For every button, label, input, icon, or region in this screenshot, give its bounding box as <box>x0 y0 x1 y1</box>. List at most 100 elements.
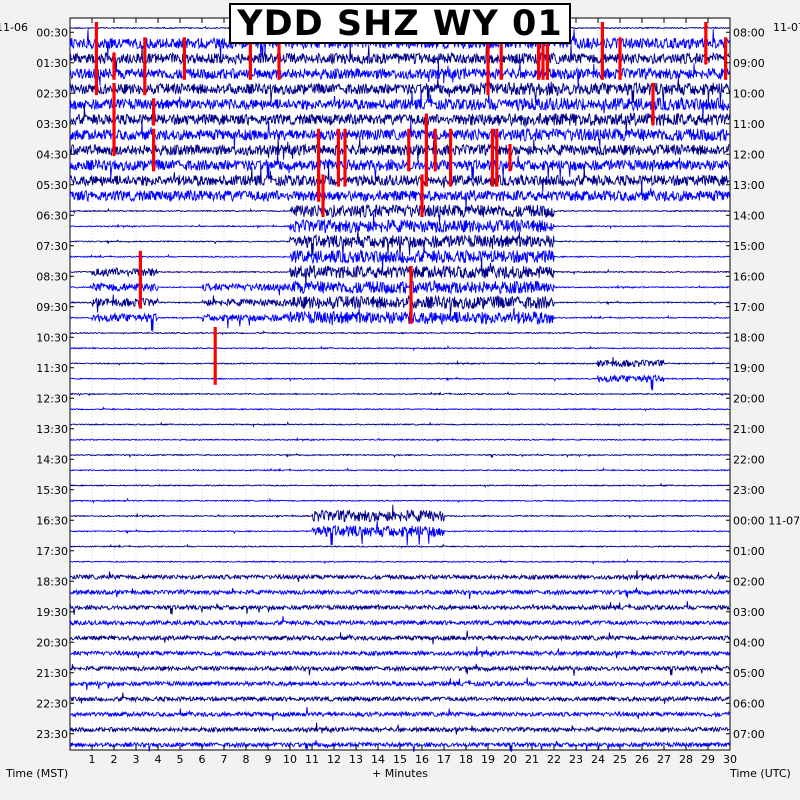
right-hour-label: 13:00 <box>733 179 765 192</box>
clipped-event <box>214 327 217 385</box>
x-tick-label: 2 <box>111 753 118 766</box>
left-hour-label: 19:30 <box>36 606 68 619</box>
right-hour-label: 17:00 <box>733 301 765 314</box>
x-axis-label: + Minutes <box>372 767 428 780</box>
left-hour-label: 14:30 <box>36 453 68 466</box>
clipped-event <box>486 37 489 95</box>
clipped-event <box>112 83 115 156</box>
right-hour-label: 03:00 <box>733 606 765 619</box>
x-tick-label: 28 <box>679 753 693 766</box>
x-tick-label: 4 <box>155 753 162 766</box>
left-hour-label: 05:30 <box>36 179 68 192</box>
clipped-event <box>449 129 452 187</box>
x-tick-label: 27 <box>657 753 671 766</box>
right-hour-label: 14:00 <box>733 209 765 222</box>
left-hour-label: 08:30 <box>36 270 68 283</box>
left-hour-label: 10:30 <box>36 331 68 344</box>
clipped-event <box>321 175 324 218</box>
left-hour-label: 17:30 <box>36 545 68 558</box>
left-hour-label: 18:30 <box>36 575 68 588</box>
right-hour-label: 10:00 <box>733 87 765 100</box>
clipped-event <box>183 37 186 80</box>
right-hour-label: 12:00 <box>733 148 765 161</box>
clipped-event <box>618 37 621 80</box>
right-hour-label: 21:00 <box>733 423 765 436</box>
right-hour-label: 22:00 <box>733 453 765 466</box>
x-tick-label: 18 <box>459 753 473 766</box>
right-axis-label: Time (UTC) <box>730 767 791 780</box>
left-hour-label: 01:30 <box>36 57 68 70</box>
helicorder-plot: 1 2 3 4 5 6 7 8 9 10 11 12 13 14 15 16 17 18 19 20 21 22 23 24 2… <box>0 0 800 800</box>
clipped-event <box>337 129 340 187</box>
left-hour-label: 00:30 <box>36 26 68 39</box>
right-hour-label: 06:00 <box>733 697 765 710</box>
clipped-event <box>420 175 423 218</box>
x-tick-label: 24 <box>591 753 605 766</box>
clipped-event <box>601 22 604 80</box>
left-hour-label: 02:30 <box>36 87 68 100</box>
right-hour-label: 16:00 <box>733 270 765 283</box>
right-hour-label: 02:00 <box>733 575 765 588</box>
clipped-event <box>152 98 155 125</box>
left-hour-label: 23:30 <box>36 728 68 741</box>
right-hour-label: 20:00 <box>733 392 765 405</box>
left-hour-label: 20:30 <box>36 636 68 649</box>
x-tick-label: 7 <box>221 753 228 766</box>
clipped-event <box>152 129 155 172</box>
right-hour-label: 23:00 <box>733 484 765 497</box>
x-tick-label: 8 <box>243 753 250 766</box>
left-hour-label: 13:30 <box>36 423 68 436</box>
clipped-event <box>143 37 146 95</box>
x-tick-label: 16 <box>415 753 429 766</box>
clipped-event <box>651 83 654 126</box>
right-hour-label: 04:00 <box>733 636 765 649</box>
x-tick-label: 15 <box>393 753 407 766</box>
left-hour-label: 22:30 <box>36 697 68 710</box>
clipped-event <box>491 129 494 187</box>
x-tick-label: 1 <box>89 753 96 766</box>
x-tick-label: 22 <box>547 753 561 766</box>
clipped-event <box>343 129 346 187</box>
left-hour-label: 11:30 <box>36 362 68 375</box>
right-hour-label: 08:00 <box>733 26 765 39</box>
x-tick-label: 5 <box>177 753 184 766</box>
clipped-event <box>139 251 142 309</box>
clipped-event <box>317 129 320 202</box>
x-tick-label: 20 <box>503 753 517 766</box>
clipped-event <box>112 53 115 80</box>
x-tick-label: 21 <box>525 753 539 766</box>
x-tick-label: 26 <box>635 753 649 766</box>
right-date: 11-07 <box>773 21 800 34</box>
clipped-event <box>434 129 437 172</box>
x-tick-label: 12 <box>327 753 341 766</box>
right-hour-label: 18:00 <box>733 331 765 344</box>
left-hour-label: 16:30 <box>36 514 68 527</box>
right-hour-label: 09:00 <box>733 57 765 70</box>
clipped-event <box>425 114 428 187</box>
x-tick-label: 3 <box>133 753 140 766</box>
x-tick-label: 29 <box>701 753 715 766</box>
x-tick-label: 19 <box>481 753 495 766</box>
clipped-event <box>724 37 727 80</box>
clipped-event <box>704 22 707 65</box>
x-tick-label: 9 <box>265 753 272 766</box>
right-hour-label: 07:00 <box>733 728 765 741</box>
clipped-event <box>95 22 98 95</box>
left-hour-label: 03:30 <box>36 118 68 131</box>
right-hour-label: 11:00 <box>733 118 765 131</box>
left-hour-label: 12:30 <box>36 392 68 405</box>
station-title-box: YDD SHZ WY 01 <box>229 3 571 44</box>
x-tick-label: 30 <box>723 753 737 766</box>
right-hour-label: 00:00 11-07 <box>733 514 800 527</box>
left-hour-label: 07:30 <box>36 240 68 253</box>
clipped-event <box>495 129 498 187</box>
left-hour-label: 04:30 <box>36 148 68 161</box>
clipped-event <box>409 266 412 324</box>
left-hour-label: 06:30 <box>36 209 68 222</box>
left-hour-label: 15:30 <box>36 484 68 497</box>
x-tick-label: 25 <box>613 753 627 766</box>
right-hour-label: 19:00 <box>733 362 765 375</box>
left-hour-label: 21:30 <box>36 667 68 680</box>
left-hour-label: 09:30 <box>36 301 68 314</box>
left-date: 11-06 <box>0 21 28 34</box>
